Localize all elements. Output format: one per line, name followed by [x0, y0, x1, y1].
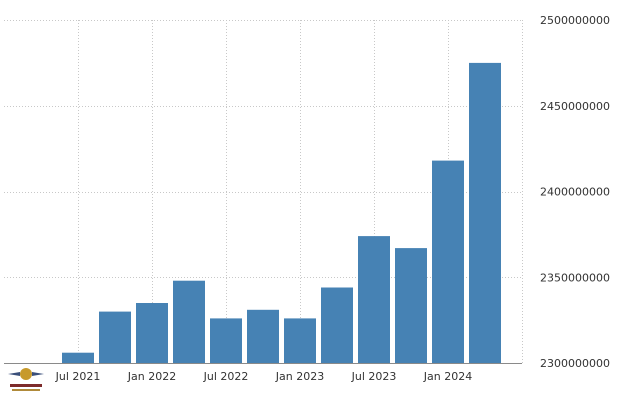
logo-text-bar — [10, 384, 42, 387]
y-tick-label: 2400000000 — [540, 186, 610, 199]
logo-subtext-bar — [12, 389, 40, 391]
bars — [62, 62, 501, 364]
bar — [136, 303, 168, 363]
x-tick-label: Jul 2022 — [203, 370, 249, 383]
bar — [321, 287, 353, 363]
bar — [358, 236, 390, 363]
bar — [284, 318, 316, 363]
bar — [173, 280, 205, 363]
y-tick-label: 2500000000 — [540, 14, 610, 27]
y-tick-label: 2450000000 — [540, 100, 610, 113]
x-tick-label: Jan 2023 — [275, 370, 324, 383]
x-tick-label: Jul 2023 — [351, 370, 397, 383]
bar — [247, 309, 279, 363]
bar — [432, 160, 464, 363]
watermark-logo — [8, 368, 44, 391]
bar — [395, 248, 427, 363]
x-tick-label: Jan 2022 — [127, 370, 176, 383]
logo-wings-icon — [8, 372, 44, 376]
bar — [99, 311, 131, 363]
x-tick-label: Jan 2024 — [423, 370, 472, 383]
bar — [469, 62, 501, 364]
bar — [210, 318, 242, 363]
y-tick-labels: 2300000000 2350000000 2400000000 2450000000… — [540, 14, 610, 370]
logo-emblem-icon — [20, 368, 32, 380]
y-tick-label: 2300000000 — [540, 357, 610, 370]
x-tick-label: Jul 2021 — [55, 370, 101, 383]
bar — [62, 352, 94, 363]
y-tick-label: 2350000000 — [540, 271, 610, 284]
x-tick-labels: Jul 2021 Jan 2022 Jul 2022 Jan 2023 Jul 2023… — [55, 370, 473, 383]
